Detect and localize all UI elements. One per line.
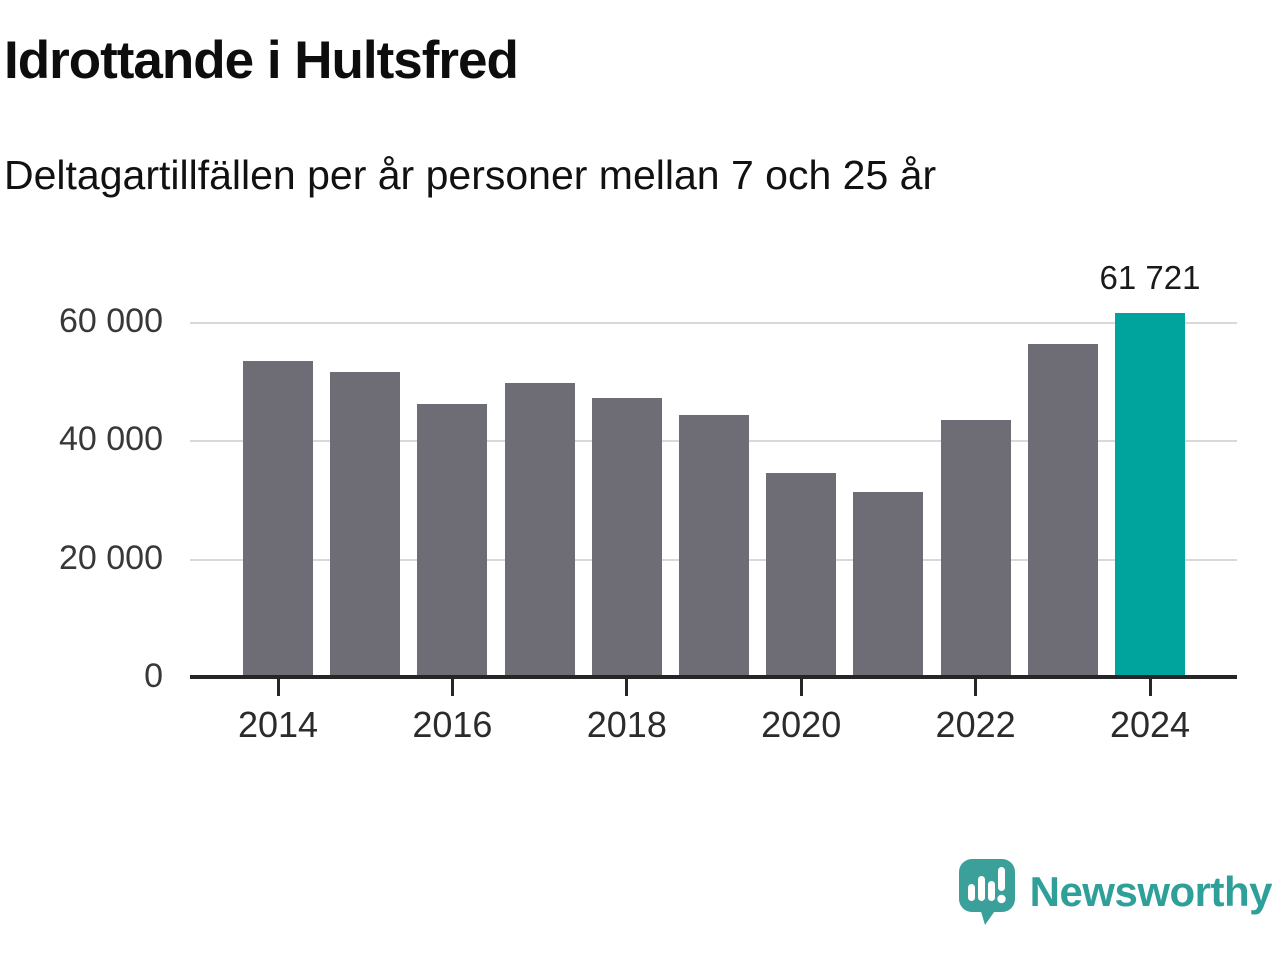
x-axis-label-2018: 2018 xyxy=(586,704,667,745)
x-axis-label-2020: 2020 xyxy=(761,704,842,745)
bar-2015 xyxy=(330,371,401,678)
chart-title: Idrottande i Hultsfred xyxy=(4,31,519,90)
x-tick-2022 xyxy=(974,679,978,696)
newsworthy-logo-text: Newsworthy xyxy=(1029,868,1273,915)
x-tick-2014 xyxy=(276,679,280,696)
bar-2014 xyxy=(243,360,313,678)
x-axis-label-2024: 2024 xyxy=(1109,704,1191,745)
bar-2016 xyxy=(417,403,488,678)
newsworthy-logo-icon xyxy=(958,859,1015,925)
bar-2022 xyxy=(940,419,1011,678)
bar-2024 xyxy=(1115,312,1185,678)
y-axis-label-60000: 60 000 xyxy=(59,301,163,340)
x-tick-2016 xyxy=(450,679,454,696)
newsworthy-logo: Newsworthy xyxy=(958,858,1273,926)
chart-subtitle: Deltagartillfällen per år personer mella… xyxy=(4,152,937,198)
x-axis-line xyxy=(190,675,1237,679)
x-tick-2020 xyxy=(799,679,803,696)
x-tick-2024 xyxy=(1148,679,1152,696)
x-axis-label-2016: 2016 xyxy=(412,704,493,745)
x-tick-2018 xyxy=(625,679,629,696)
bar-2018 xyxy=(591,397,662,678)
y-axis-label-20000: 20 000 xyxy=(59,538,163,577)
gridline-60000 xyxy=(190,321,1237,324)
bar-2021 xyxy=(853,492,924,678)
bar-2017 xyxy=(504,383,575,678)
x-axis-label-2022: 2022 xyxy=(935,704,1016,745)
bar-2023 xyxy=(1027,344,1098,678)
highlight-value-label: 61 721 xyxy=(1099,258,1201,296)
y-axis-label-0: 0 xyxy=(144,657,163,695)
bar-2019 xyxy=(679,415,749,678)
x-axis-label-2014: 2014 xyxy=(237,704,319,745)
bar-2020 xyxy=(766,473,837,678)
y-axis-label-40000: 40 000 xyxy=(59,420,163,459)
